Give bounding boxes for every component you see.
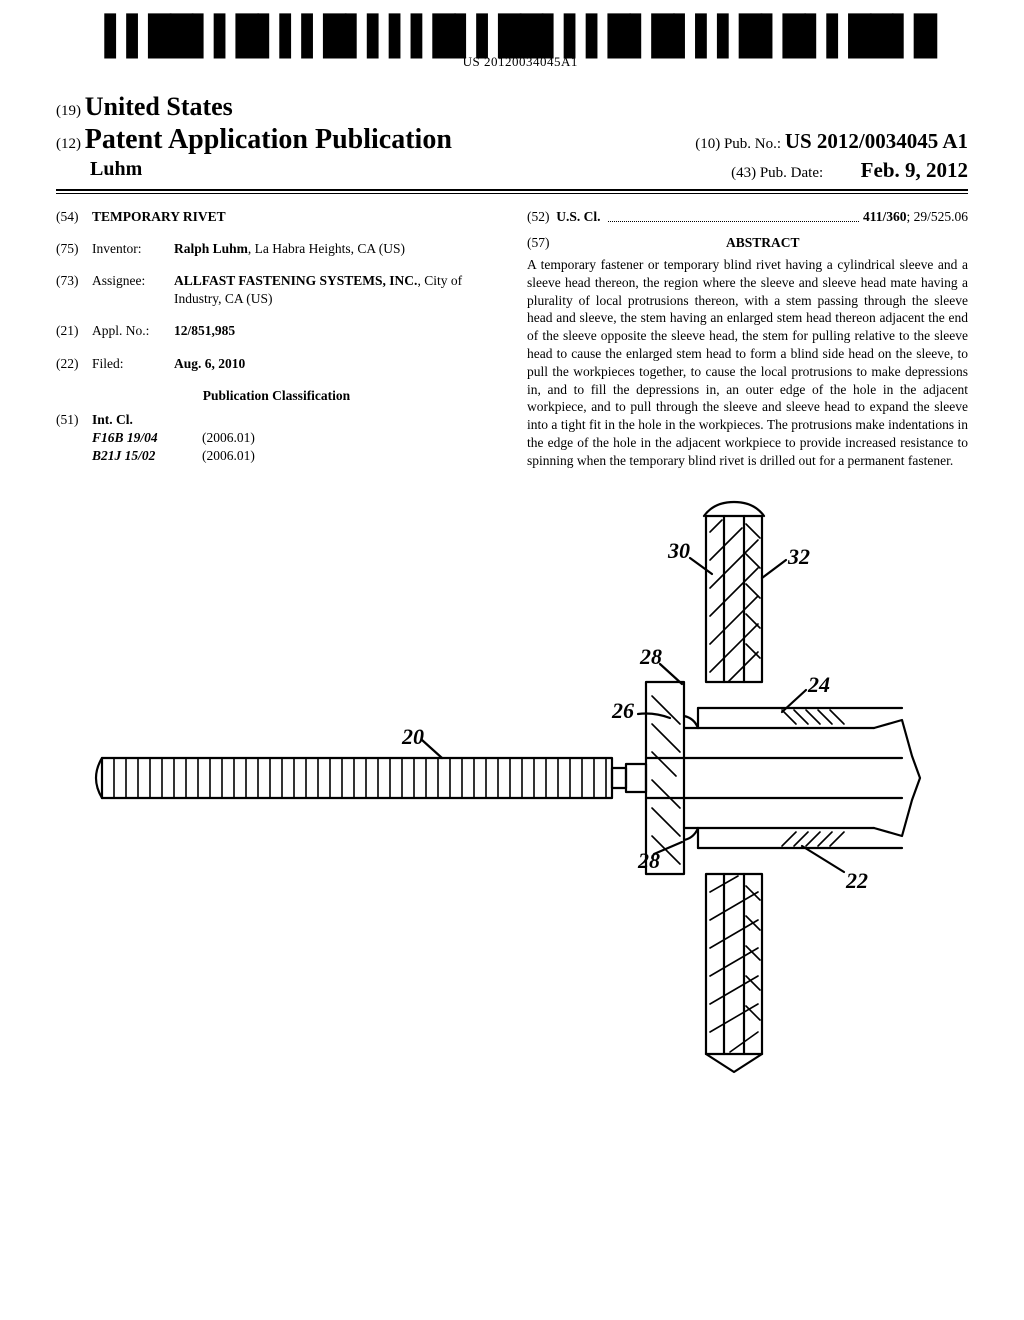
- pub-type: Patent Application Publication: [85, 124, 452, 155]
- pubdate-label: Pub. Date:: [760, 165, 823, 181]
- header: (19) United States (12) Patent Applicati…: [56, 92, 968, 194]
- abstract-title: ABSTRACT: [558, 234, 969, 252]
- divider-thick: [56, 189, 968, 191]
- intcl-class: B21J 15/02: [92, 447, 202, 465]
- appl-code: (21): [56, 322, 92, 340]
- author-name: Luhm: [56, 158, 142, 183]
- intcl-class: F16B 19/04: [92, 429, 202, 447]
- barcode-block: ▌▌██▌▌█▌▌▌█▌▌▌▌█▌▌██▌▌▌█▌█▌▌▌█▌█▌▌██▌█ U…: [105, 20, 936, 70]
- uscl-label: U.S. Cl.: [556, 208, 600, 226]
- fig-label-32: 32: [787, 544, 810, 569]
- intcl-code: (51): [56, 411, 92, 466]
- uscl-code: (52): [527, 208, 550, 226]
- fig-label-24: 24: [807, 672, 830, 697]
- filed-label: Filed:: [92, 355, 174, 373]
- uscl-secondary: ; 29/525.06: [906, 208, 968, 226]
- uscl-dots: [608, 208, 859, 222]
- abstract-code: (57): [527, 234, 550, 252]
- appl-label: Appl. No.:: [92, 322, 174, 340]
- title-row: (54) TEMPORARY RIVET: [56, 208, 497, 226]
- intcl-date: (2006.01): [202, 429, 255, 447]
- abstract-block: (57) ABSTRACT A temporary fastener or te…: [527, 234, 968, 470]
- assignee-row: (73) Assignee: ALLFAST FASTENING SYSTEMS…: [56, 272, 497, 308]
- figure: 20 30 32 28 26 24 22 28: [56, 496, 968, 1076]
- author-pubdate-line: Luhm (43) Pub. Date: Feb. 9, 2012: [56, 158, 968, 183]
- country-line: (19) United States: [56, 92, 968, 122]
- assignee-name: ALLFAST FASTENING SYSTEMS, INC.: [174, 273, 417, 288]
- intcl-date: (2006.01): [202, 447, 255, 465]
- filed-date: Aug. 6, 2010: [174, 356, 245, 371]
- intcl-label: Int. Cl.: [92, 412, 133, 427]
- appl-row: (21) Appl. No.: 12/851,985: [56, 322, 497, 340]
- intcl-block: (51) Int. Cl. F16B 19/04 (2006.01) B21J …: [56, 411, 497, 466]
- inventor-row: (75) Inventor: Ralph Luhm, La Habra Heig…: [56, 240, 497, 258]
- inventor-label: Inventor:: [92, 240, 174, 258]
- pubno-label: Pub. No.:: [724, 136, 781, 152]
- fig-label-30: 30: [667, 538, 690, 563]
- title-code: (54): [56, 208, 92, 226]
- classification-header: Publication Classification: [56, 387, 497, 405]
- intcl-row: B21J 15/02 (2006.01): [92, 447, 497, 465]
- publication-line: (12) Patent Application Publication (10)…: [56, 124, 968, 156]
- fig-label-26: 26: [611, 698, 634, 723]
- right-column: (52) U.S. Cl. 411/360; 29/525.06 (57) AB…: [527, 208, 968, 470]
- pubno-value: US 2012/0034045 A1: [785, 129, 968, 153]
- appl-number: 12/851,985: [174, 323, 235, 338]
- invention-title: TEMPORARY RIVET: [92, 209, 226, 224]
- filed-code: (22): [56, 355, 92, 373]
- pubno-code: (10): [695, 136, 720, 152]
- left-column: (54) TEMPORARY RIVET (75) Inventor: Ralp…: [56, 208, 497, 470]
- fig-label-28b: 28: [637, 848, 660, 873]
- assignee-code: (73): [56, 272, 92, 308]
- fig-label-20: 20: [401, 724, 424, 749]
- filed-row: (22) Filed: Aug. 6, 2010: [56, 355, 497, 373]
- uscl-row: (52) U.S. Cl. 411/360; 29/525.06: [527, 208, 968, 226]
- intcl-row: F16B 19/04 (2006.01): [92, 429, 497, 447]
- bibliographic-columns: (54) TEMPORARY RIVET (75) Inventor: Ralp…: [56, 208, 968, 470]
- pub-code: (12): [56, 136, 81, 152]
- divider-thin: [56, 193, 968, 194]
- uscl-primary: 411/360: [863, 208, 907, 226]
- pubdate-code: (43): [731, 165, 756, 181]
- barcode-graphic: ▌▌██▌▌█▌▌▌█▌▌▌▌█▌▌██▌▌▌█▌█▌▌▌█▌█▌▌██▌█: [105, 20, 936, 52]
- inventor-name: Ralph Luhm: [174, 241, 248, 256]
- inventor-code: (75): [56, 240, 92, 258]
- country-code: (19): [56, 103, 81, 119]
- inventor-location: , La Habra Heights, CA (US): [248, 241, 405, 256]
- rivet-figure-svg: 20 30 32 28 26 24 22 28: [82, 496, 942, 1076]
- fig-label-28a: 28: [639, 644, 662, 669]
- pubdate-value: Feb. 9, 2012: [861, 158, 968, 182]
- assignee-label: Assignee:: [92, 272, 174, 308]
- abstract-text: A temporary fastener or temporary blind …: [527, 256, 968, 470]
- country-name: United States: [85, 92, 233, 121]
- fig-label-22: 22: [845, 868, 868, 893]
